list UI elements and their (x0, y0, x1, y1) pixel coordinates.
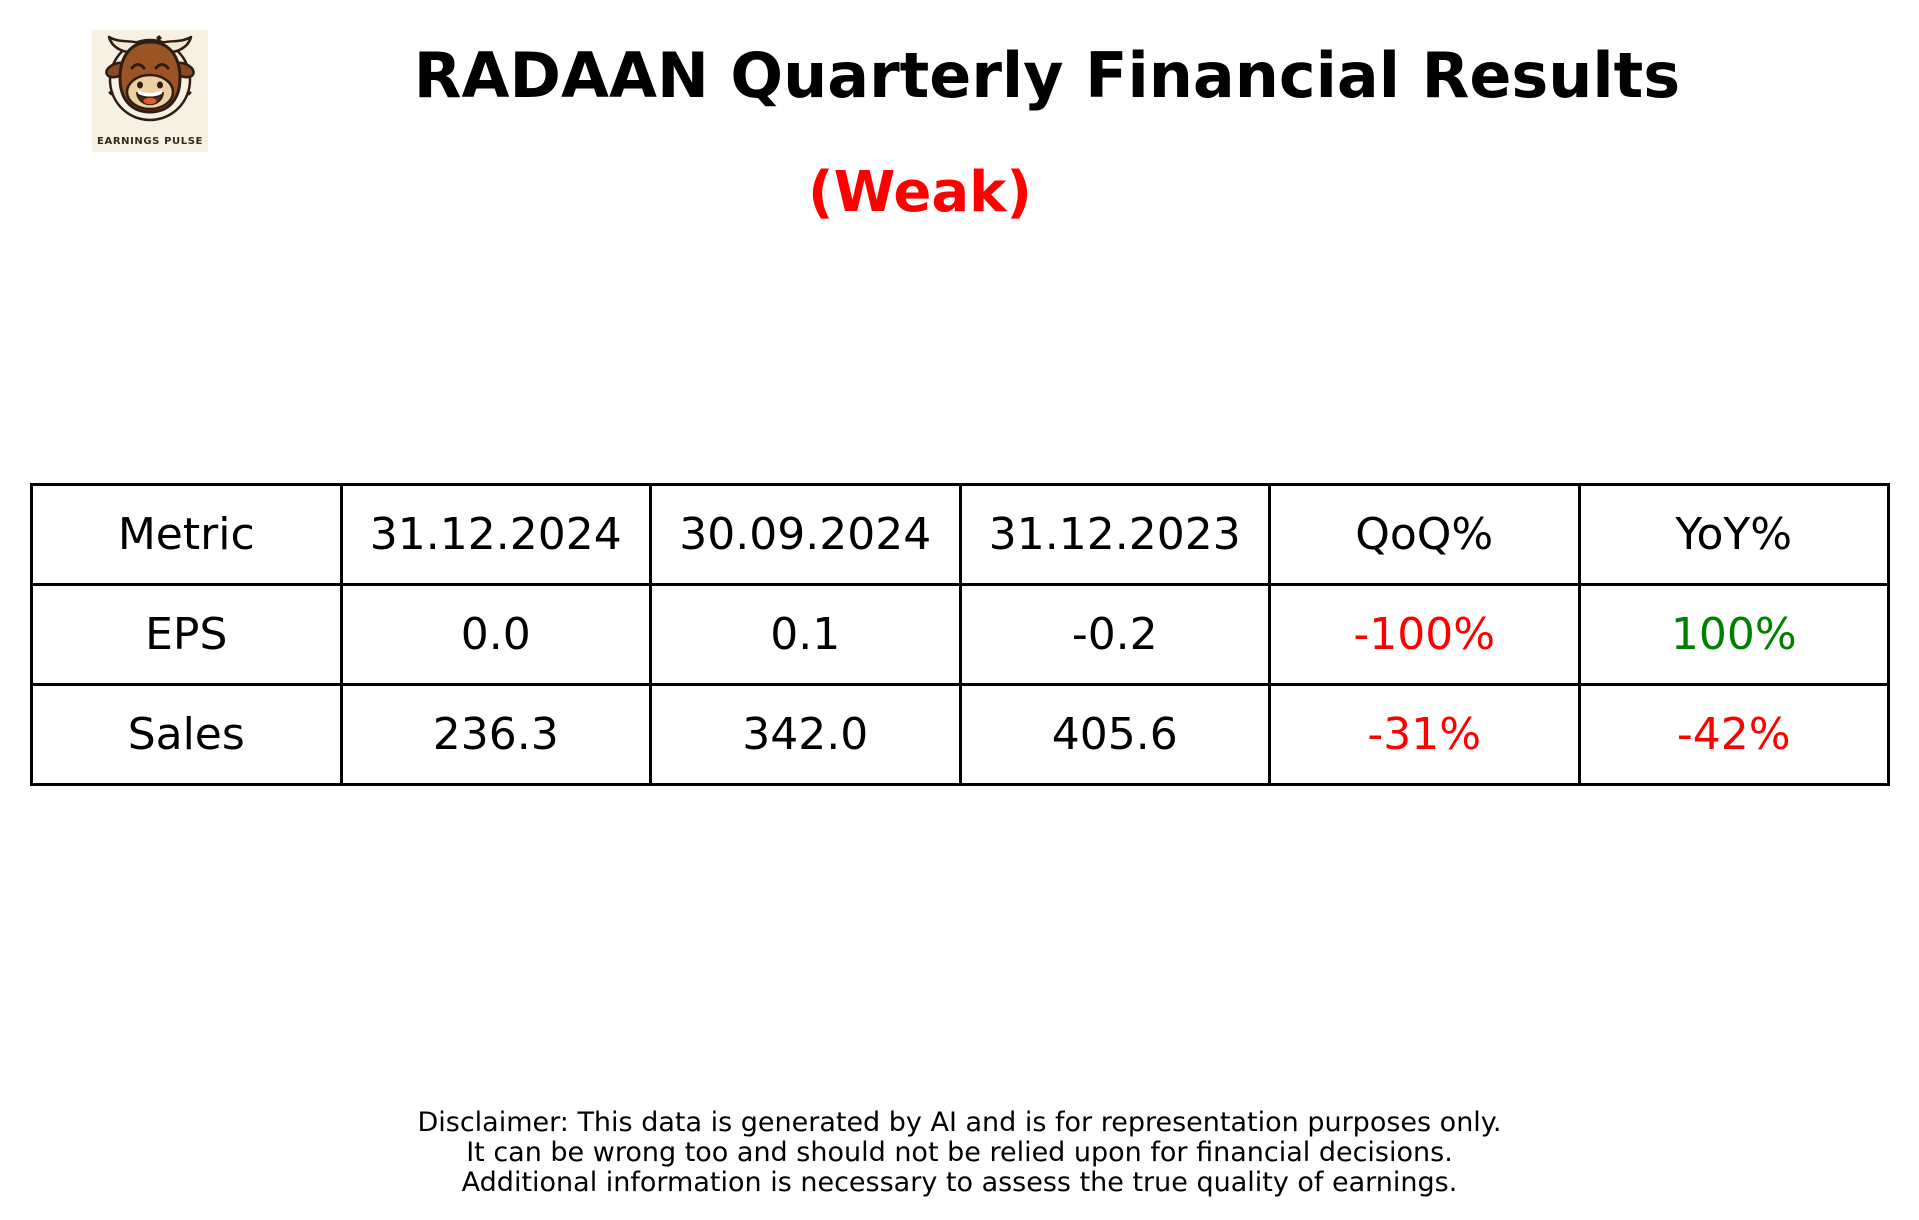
table-cell: 342.0 (649, 683, 962, 786)
table-cell: 0.1 (649, 583, 962, 686)
table-header-row: Metric 31.12.2024 30.09.2024 31.12.2023 QoQ%… (30, 483, 1890, 586)
financial-results-table: Metric 31.12.2024 30.09.2024 31.12.2023 QoQ%… (30, 483, 1890, 786)
column-header: 31.12.2024 (339, 483, 652, 586)
disclaimer-line: Additional information is necessary to a… (461, 1167, 1458, 1198)
column-header: QoQ% (1268, 483, 1581, 586)
table-cell: -0.2 (958, 583, 1271, 686)
column-header: YoY% (1577, 483, 1890, 586)
verdict-label: (Weak) (808, 160, 1032, 225)
table-cell: 405.6 (958, 683, 1271, 786)
table-row: Sales 236.3 342.0 405.6 -31% -42% (30, 683, 1890, 786)
table-cell: 0.0 (339, 583, 652, 686)
column-header: 31.12.2023 (958, 483, 1271, 586)
bull-mascot-icon (105, 35, 195, 122)
page-title: RADAAN Quarterly Financial Results (413, 39, 1681, 112)
table-cell: EPS (30, 583, 343, 686)
disclaimer-line: Disclaimer: This data is generated by AI… (417, 1107, 1502, 1138)
table-cell: -31% (1268, 683, 1581, 786)
table-row: EPS 0.0 0.1 -0.2 -100% 100% (30, 583, 1890, 686)
table-cell: -42% (1577, 683, 1890, 786)
brand-logo: EARNINGS PULSE (92, 30, 208, 152)
column-header: Metric (30, 483, 343, 586)
column-header: 30.09.2024 (649, 483, 962, 586)
table-cell: -100% (1268, 583, 1581, 686)
table-cell: 100% (1577, 583, 1890, 686)
disclaimer: Disclaimer: This data is generated by AI… (0, 1108, 1919, 1198)
disclaimer-line: It can be wrong too and should not be re… (466, 1137, 1453, 1168)
table-cell: Sales (30, 683, 343, 786)
table-cell: 236.3 (339, 683, 652, 786)
brand-name: EARNINGS PULSE (97, 136, 203, 147)
